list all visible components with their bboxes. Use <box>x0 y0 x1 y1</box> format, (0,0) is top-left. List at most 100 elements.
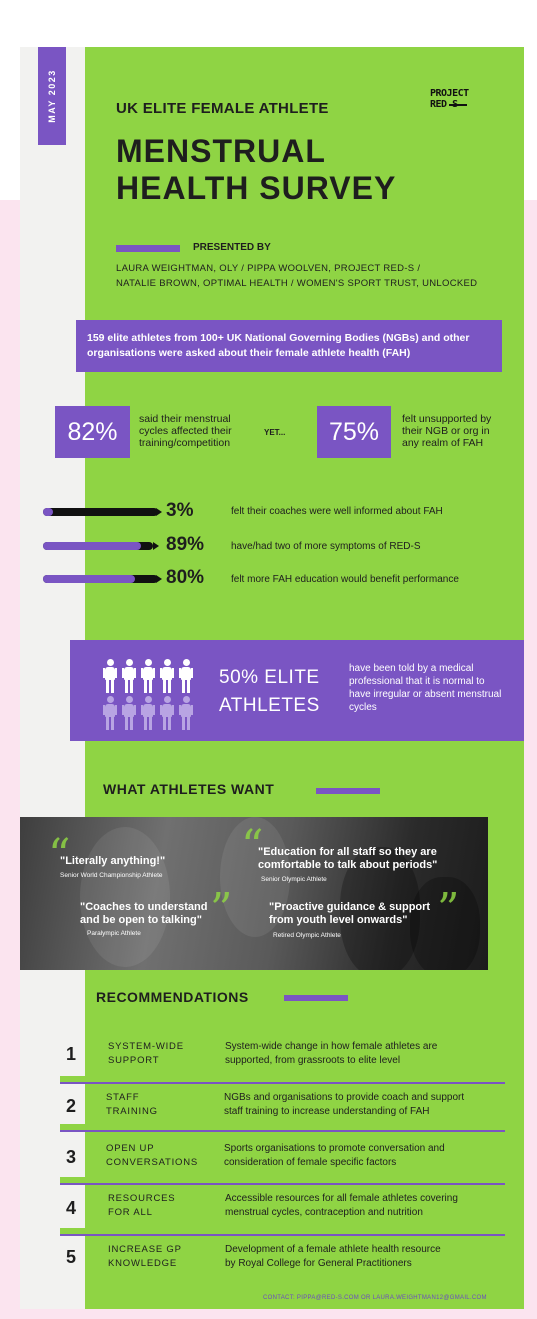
figure-part <box>103 668 105 678</box>
athlete-figure-icon <box>122 659 136 693</box>
intro-text: 159 elite athletes from 100+ UK National… <box>87 332 470 359</box>
rec-4-description: Accessible resources for all female athl… <box>225 1192 458 1220</box>
athlete-figure-icon <box>141 696 155 730</box>
figure-part <box>162 704 172 717</box>
figure-part <box>124 704 134 717</box>
bar-text-coaches: felt their coaches were well informed ab… <box>231 506 443 517</box>
rec-2-number: 2 <box>66 1096 77 1116</box>
survey-subtitle: UK ELITE FEMALE ATHLETE <box>116 100 329 117</box>
figure-part <box>144 679 147 693</box>
stat-text-82: said their menstrual cycles affected the… <box>139 413 232 449</box>
rec-divider-accent <box>60 1228 86 1234</box>
intro-box: 159 elite athletes from 100+ UK National… <box>76 320 502 372</box>
rec-3-label-line2: CONVERSATIONS <box>106 1157 199 1168</box>
figure-part <box>111 716 114 730</box>
figure-part <box>187 679 190 693</box>
stat-text-75-line3: any realm of FAH <box>402 437 484 449</box>
stat-text-82-line1: said their menstrual <box>139 413 231 425</box>
rec-2-label: STAFF TRAINING <box>106 1091 158 1119</box>
yet-label: YET... <box>264 428 286 437</box>
presented-by-bar <box>116 245 180 252</box>
recommendations-heading: RECOMMENDATIONS <box>96 989 249 1005</box>
figure-part <box>160 705 162 715</box>
figure-part <box>122 705 124 715</box>
stat-text-75-line2: their NGB or org in <box>402 425 490 437</box>
rec-1-label-line2: SUPPORT <box>108 1055 160 1066</box>
figure-part <box>107 659 114 666</box>
figure-part <box>106 679 109 693</box>
figure-part <box>181 667 191 680</box>
figure-part <box>111 679 114 693</box>
quote-1-attribution: Senior World Championship Athlete <box>60 872 163 879</box>
photo-shape <box>220 817 290 937</box>
figure-part <box>145 696 152 703</box>
stat-text-82-line2: cycles affected their <box>139 425 232 437</box>
figure-part <box>164 696 171 703</box>
rec-divider-accent <box>60 1177 86 1183</box>
athlete-figure-icon <box>141 659 155 693</box>
quote-mark-icon: ” <box>437 884 460 935</box>
bar-track-education <box>43 575 158 583</box>
figure-part <box>149 679 152 693</box>
rec-1-desc-line1: System-wide change in how female athlete… <box>225 1041 438 1052</box>
figure-part <box>181 704 191 717</box>
elite-stat: 50% ELITE ATHLETES <box>219 664 320 720</box>
quote-3-line1: "Coaches to understand <box>80 901 208 913</box>
figure-part <box>153 705 155 715</box>
want-heading-bar <box>316 788 380 794</box>
elite-line1: 50% ELITE <box>219 667 320 688</box>
logo-dash <box>449 104 467 106</box>
bar-track-coaches <box>43 508 158 516</box>
quote-3-attribution: Paralympic Athlete <box>87 930 141 937</box>
bar-track-reds <box>43 542 153 550</box>
rec-1-label: SYSTEM-WIDE SUPPORT <box>108 1040 184 1068</box>
want-heading: WHAT ATHLETES WANT <box>103 781 275 797</box>
quote-4-line1: "Proactive guidance & support <box>269 901 431 913</box>
stat-text-75-line1: felt unsupported by <box>402 413 492 425</box>
bar-pct-education: 80% <box>166 567 205 588</box>
photo-shape <box>80 827 170 967</box>
rec-4-desc-line2: menstrual cycles, contraception and nutr… <box>225 1207 423 1218</box>
rec-5-number: 5 <box>66 1247 77 1267</box>
figure-part <box>122 668 124 678</box>
authors: LAURA WEIGHTMAN, OLY / PIPPA WOOLVEN, PR… <box>116 261 477 291</box>
figure-part <box>144 716 147 730</box>
figure-part <box>125 679 128 693</box>
figure-part <box>179 668 181 678</box>
photo-shape <box>340 847 420 970</box>
figure-part <box>168 716 171 730</box>
rec-1-description: System-wide change in how female athlete… <box>225 1040 437 1068</box>
rec-5-label: INCREASE GP KNOWLEDGE <box>108 1243 182 1271</box>
rec-3-label: OPEN UP CONVERSATIONS <box>106 1142 198 1170</box>
elite-description: have been told by a medical professional… <box>349 663 502 713</box>
rec-3-label-line1: OPEN UP <box>106 1143 155 1154</box>
quote-1: "Literally anything!" <box>60 855 166 867</box>
quote-2: "Education for all staff so they are com… <box>258 846 437 872</box>
elite-line2: ATHLETES <box>219 695 320 716</box>
contact-info: CONTACT: PIPPA@RED-S.COM OR LAURA.WEIGHT… <box>263 1295 487 1301</box>
rec-divider <box>60 1183 505 1185</box>
date-tab: MAY 2023 <box>38 47 66 145</box>
athlete-figure-icon <box>179 659 193 693</box>
figure-part <box>141 668 143 678</box>
rec-1-label-line1: SYSTEM-WIDE <box>108 1041 184 1052</box>
bar-pct-reds: 89% <box>166 534 205 555</box>
figure-part <box>182 679 185 693</box>
figure-part <box>164 659 171 666</box>
rec-divider <box>60 1082 505 1084</box>
rec-5-description: Development of a female athlete health r… <box>225 1243 441 1271</box>
figure-part <box>106 716 109 730</box>
rec-3-number: 3 <box>66 1147 77 1167</box>
rec-4-desc-line1: Accessible resources for all female athl… <box>225 1193 458 1204</box>
figure-part <box>124 667 134 680</box>
quote-3: "Coaches to understand and be open to ta… <box>80 901 207 927</box>
rec-2-description: NGBs and organisations to provide coach … <box>224 1091 464 1119</box>
page-title: MENSTRUAL HEALTH SURVEY <box>116 133 396 207</box>
stat-text-82-line3: training/competition <box>139 437 231 449</box>
figure-part <box>141 705 143 715</box>
project-reds-logo: PROJECT RED S <box>430 88 486 111</box>
quote-2-attribution: Senior Olympic Athlete <box>261 876 327 883</box>
figure-part <box>163 679 166 693</box>
logo-line1: PROJECT <box>430 88 469 99</box>
presented-by-label: PRESENTED BY <box>193 242 271 253</box>
